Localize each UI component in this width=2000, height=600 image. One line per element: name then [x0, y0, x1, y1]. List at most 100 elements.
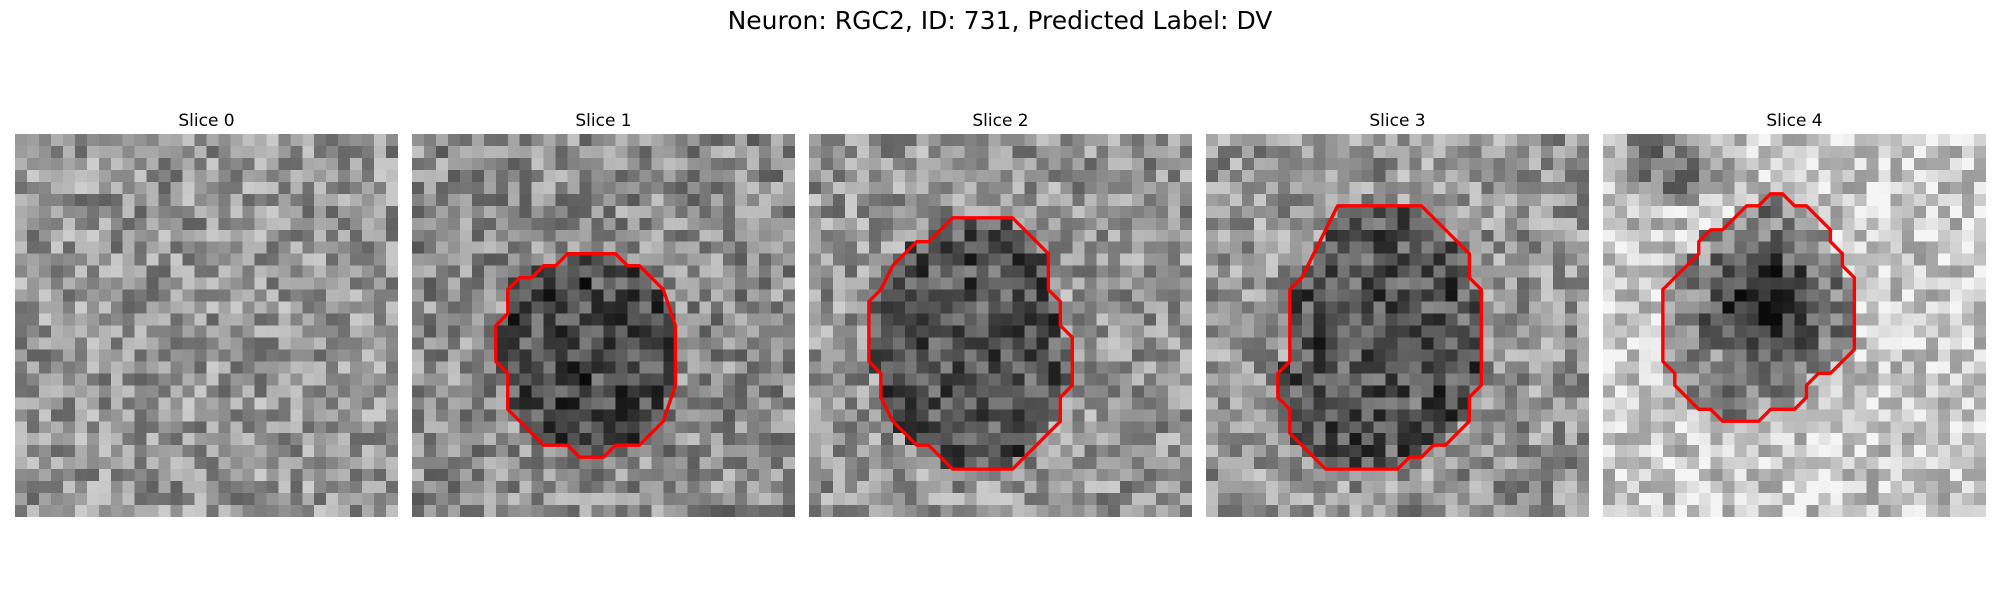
- pixel: [868, 505, 882, 517]
- pixel: [809, 433, 822, 446]
- pixel: [1553, 433, 1566, 446]
- pixel: [507, 145, 520, 159]
- pixel: [567, 289, 580, 302]
- pixel: [459, 181, 473, 195]
- pixel: [62, 325, 76, 338]
- pixel: [651, 457, 664, 470]
- pixel: [15, 325, 28, 338]
- pixel: [1878, 337, 1891, 350]
- pixel: [1469, 337, 1482, 350]
- pixel: [1217, 145, 1231, 159]
- pixel: [1481, 157, 1494, 171]
- pixel: [952, 253, 965, 266]
- pixel: [386, 217, 398, 230]
- pixel: [723, 373, 736, 386]
- pixel: [412, 217, 425, 230]
- pixel: [1974, 145, 1986, 159]
- pixel: [50, 217, 64, 230]
- pixel: [964, 301, 977, 314]
- pixel: [182, 217, 195, 230]
- pixel: [1529, 229, 1542, 242]
- pixel: [555, 229, 568, 242]
- pixel: [615, 277, 628, 290]
- pixel: [1974, 301, 1986, 314]
- pixel: [1000, 433, 1013, 446]
- pixel: [1325, 325, 1338, 338]
- pixel: [1770, 265, 1783, 278]
- pixel: [579, 289, 592, 302]
- pixel: [423, 457, 437, 470]
- pixel: [1445, 349, 1458, 362]
- pixel: [820, 145, 834, 159]
- pixel: [98, 301, 111, 314]
- pixel: [976, 169, 989, 183]
- pixel: [38, 265, 52, 278]
- pixel: [1662, 157, 1676, 171]
- pixel: [555, 493, 568, 506]
- pixel: [1541, 325, 1554, 338]
- pixel: [783, 253, 795, 266]
- pixel: [651, 301, 664, 314]
- pixel: [1144, 361, 1157, 374]
- pixel: [1782, 253, 1795, 266]
- pixel: [1650, 337, 1664, 350]
- pixel: [1421, 349, 1434, 362]
- pixel: [892, 181, 905, 195]
- pixel: [1108, 265, 1121, 278]
- pixel: [880, 481, 894, 494]
- pixel: [1866, 337, 1879, 350]
- pixel: [1024, 469, 1037, 482]
- pixel: [218, 421, 231, 434]
- pixel: [459, 505, 473, 517]
- pixel: [1469, 445, 1482, 458]
- pixel: [1926, 253, 1939, 266]
- pixel: [783, 277, 795, 290]
- pixel: [350, 145, 363, 159]
- pixel: [1469, 181, 1482, 195]
- pixel: [412, 481, 425, 494]
- pixel: [1734, 385, 1747, 398]
- pixel: [146, 397, 159, 410]
- pixel: [1734, 349, 1747, 362]
- pixel: [531, 134, 544, 147]
- pixel: [928, 337, 941, 350]
- pixel: [412, 505, 425, 517]
- pixel: [1361, 169, 1374, 183]
- roi-contour: [1276, 204, 1483, 471]
- pixel: [723, 157, 736, 171]
- pixel: [1469, 205, 1482, 219]
- pixel: [1517, 157, 1530, 171]
- pixel: [627, 169, 640, 183]
- pixel: [1577, 385, 1589, 398]
- pixel: [38, 409, 52, 422]
- pixel: [735, 145, 748, 159]
- pixel: [1926, 241, 1939, 254]
- pixel: [1914, 253, 1927, 266]
- pixel: [1854, 157, 1867, 171]
- pixel: [1722, 277, 1735, 290]
- pixel: [1072, 145, 1085, 159]
- pixel: [1048, 409, 1061, 422]
- pixel: [338, 145, 351, 159]
- pixel: [1553, 481, 1566, 494]
- pixel: [110, 361, 123, 374]
- pixel: [1469, 421, 1482, 434]
- pixel: [1541, 337, 1554, 350]
- pixel: [1529, 505, 1542, 517]
- pixel: [1878, 277, 1891, 290]
- pixel: [809, 361, 822, 374]
- pixel: [964, 421, 977, 434]
- pixel: [62, 157, 76, 171]
- pixel: [639, 253, 652, 266]
- pixel: [1012, 373, 1025, 386]
- pixel: [1325, 193, 1338, 207]
- pixel: [1854, 229, 1867, 242]
- pixel: [1217, 241, 1231, 254]
- pixel: [26, 253, 40, 266]
- pixel: [952, 373, 965, 386]
- pixel: [1770, 169, 1783, 183]
- pixel: [591, 313, 604, 326]
- pixel: [362, 505, 375, 517]
- pixel: [856, 241, 870, 254]
- pixel: [880, 385, 894, 398]
